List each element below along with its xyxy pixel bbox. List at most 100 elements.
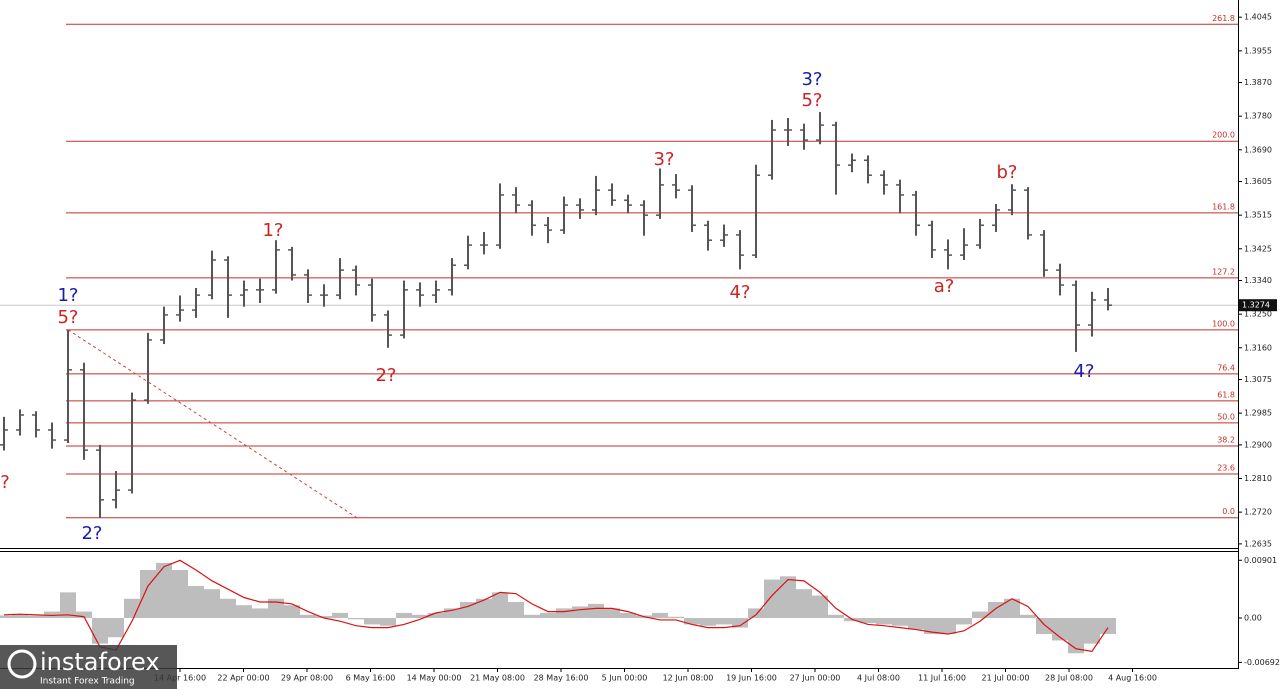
y-tick-label: 1.3340 [1244,276,1272,285]
macd-histogram-bar [716,618,732,625]
macd-histogram-bar [812,595,828,619]
macd-y-tick-label: -0.00692 [1244,658,1280,667]
macd-histogram-bar [108,618,124,638]
macd-panel: 0.00901 0.00 -0.00692 [0,556,1280,667]
macd-histogram-bar [876,618,892,625]
macd-histogram-bar [860,618,876,624]
x-tick-label: 4 Aug 16:00 [1108,674,1157,683]
y-tick-label: 1.3425 [1244,244,1272,253]
x-tick-label: 11 Jul 16:00 [918,674,966,683]
macd-histogram-bar [76,611,92,619]
fib-label: 0.0 [1222,507,1235,516]
price-panel: 1.4045 1.3955 1.3870 1.3780 1.3690 1.3605 1.35… [0,13,1277,548]
macd-y-tick-label: 0.00 [1244,614,1262,623]
macd-histogram-bar [396,612,412,619]
x-tick-label: 21 Jul 00:00 [982,674,1030,683]
macd-histogram-bar [12,614,28,619]
macd-histogram-bar [524,614,540,619]
x-tick-label: 28 May 16:00 [534,674,589,683]
macd-histogram-bar [828,614,844,619]
y-tick-label: 1.3160 [1244,343,1272,352]
watermark-logo [7,649,37,679]
y-tick-label: 1.3955 [1244,46,1272,55]
macd-histogram-bar [44,611,60,619]
fib-label: 127.2 [1212,267,1235,276]
wave-label: ? [0,472,10,493]
wave-label: 3? [801,69,822,90]
macd-histogram-bar [892,618,908,626]
macd-histogram-bar [956,618,972,625]
x-tick-label: 28 Jul 08:00 [1045,674,1093,683]
wave-label: 5? [57,307,78,328]
macd-histogram-bar [684,618,700,625]
macd-histogram-bar [236,605,252,619]
fib-label: 38.2 [1217,436,1235,445]
macd-histogram-bar [316,616,332,619]
wave-label: b? [997,162,1018,183]
macd-histogram-bar [1036,618,1052,635]
macd-histogram-bar [796,589,812,619]
macd-histogram-bar [460,601,476,619]
macd-histogram-bar [28,615,44,619]
macd-histogram-bar [972,611,988,619]
wave-label: 4? [729,282,750,303]
macd-histogram-bar [428,612,444,619]
macd-histogram-bar [604,608,620,619]
macd-histogram-bar [188,585,204,619]
y-tick-label: 1.3075 [1244,375,1272,384]
macd-histogram-bar [412,614,428,619]
fib-label: 50.0 [1217,412,1235,421]
macd-histogram-bar [220,598,236,619]
x-tick-label: 27 Jun 00:00 [790,674,841,683]
macd-histogram-bar [1100,618,1116,635]
macd-histogram-bar [172,569,188,619]
macd-histogram-bar [1084,618,1100,644]
fib-label: 200.0 [1212,131,1235,140]
fib-label: 261.8 [1212,14,1235,23]
wave-label: 1? [57,285,78,306]
macd-histogram-bar [332,612,348,619]
macd-histogram-bar [748,608,764,619]
wave-label: a? [934,276,955,297]
wave-label: 5? [801,90,822,111]
x-tick-label: 4 Jul 08:00 [857,674,900,683]
y-tick-label: 1.3250 [1244,310,1272,319]
macd-histogram-bar [380,618,396,626]
y-tick-label: 1.2810 [1244,474,1272,483]
fib-label: 100.0 [1212,319,1235,328]
macd-histogram-bar [588,603,604,619]
y-tick-label: 1.3690 [1244,145,1272,154]
wave-label: 2? [81,523,102,544]
macd-histogram-bar [764,579,780,619]
x-tick-label: 14 May 00:00 [407,674,462,683]
wave-label: 3? [653,149,674,170]
macd-histogram-bar [1052,618,1068,641]
y-tick-label: 1.3515 [1244,211,1272,220]
macd-histogram-bar [252,608,268,619]
watermark-brand: instaforex [40,648,160,676]
x-tick-label: 14 Apr 16:00 [154,674,206,683]
wave-label: 2? [375,365,396,386]
wave-label: 4? [1073,361,1094,382]
x-tick-label: 22 Apr 00:00 [217,674,269,683]
macd-histogram-bar [492,592,508,619]
macd-histogram-bar [940,618,956,635]
y-tick-label: 1.3780 [1244,112,1272,121]
macd-histogram-bar [732,618,748,628]
x-tick-label: 5 Jun 00:00 [602,674,648,683]
macd-histogram-bar [444,608,460,619]
macd-signal-line [3,559,1109,652]
macd-histogram-bar [364,618,380,625]
y-tick-label: 1.2720 [1244,508,1272,517]
macd-y-tick-label: 0.00901 [1244,556,1277,565]
macd-histogram-bar [300,614,316,619]
macd-histogram-bar [1068,618,1084,654]
macd-histogram-bar [60,592,76,619]
macd-histogram-bar [556,608,572,619]
macd-histogram-bar [156,562,172,619]
x-tick-label: 29 Apr 08:00 [281,674,333,683]
macd-histogram-bar [668,616,684,619]
